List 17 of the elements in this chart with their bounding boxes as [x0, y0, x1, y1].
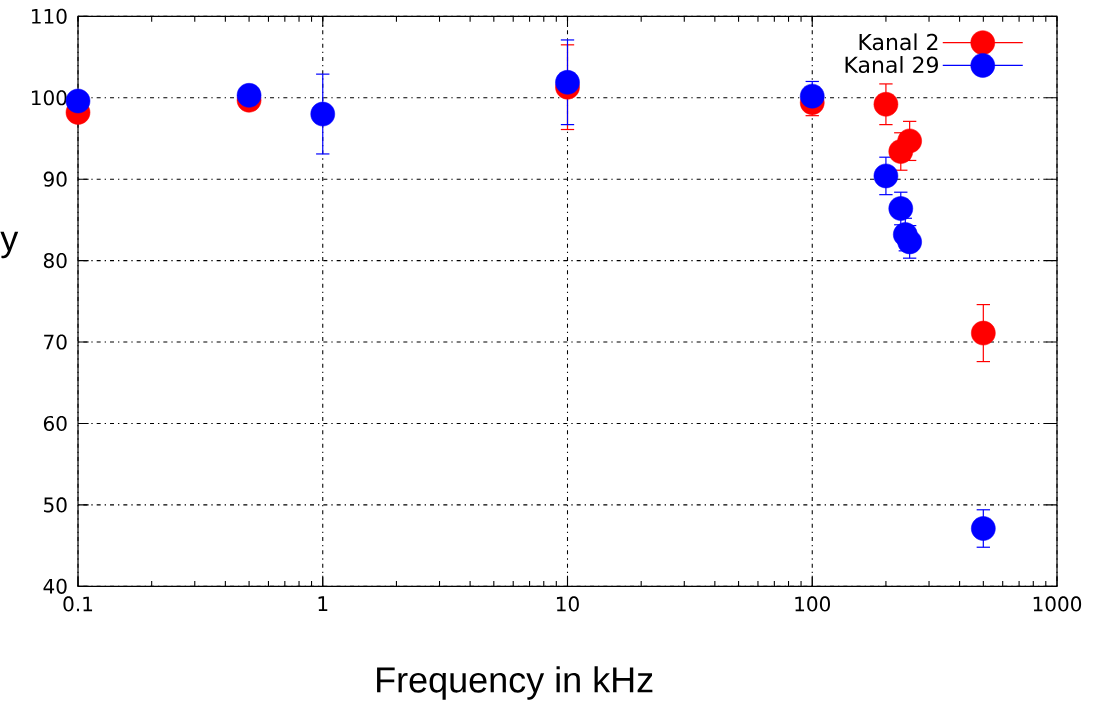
x-tick-label: 100: [795, 596, 830, 612]
x-tick-label: 10: [556, 596, 579, 612]
y-tick-label: 50: [44, 497, 67, 513]
legend-label: Kanal 29: [845, 56, 938, 74]
y-tick-label: 60: [43, 415, 67, 432]
y-tick-label: 70: [44, 334, 67, 350]
legend-label: Kanal 2: [859, 33, 938, 51]
y-tick-label: 110: [31, 8, 67, 24]
x-tick-label: 1: [318, 596, 328, 611]
x-tick-label: 0.1: [63, 596, 93, 612]
y-tick-label: 100: [31, 90, 67, 106]
x-axis-title: Frequency in kHz: [377, 666, 653, 700]
y-tick-label: 80: [43, 253, 67, 269]
y-tick-label: 90: [43, 171, 67, 187]
y-tick-label: 40: [43, 578, 67, 594]
x-tick-label: 1000: [1033, 596, 1082, 612]
y-axis-title: y: [0, 231, 19, 259]
